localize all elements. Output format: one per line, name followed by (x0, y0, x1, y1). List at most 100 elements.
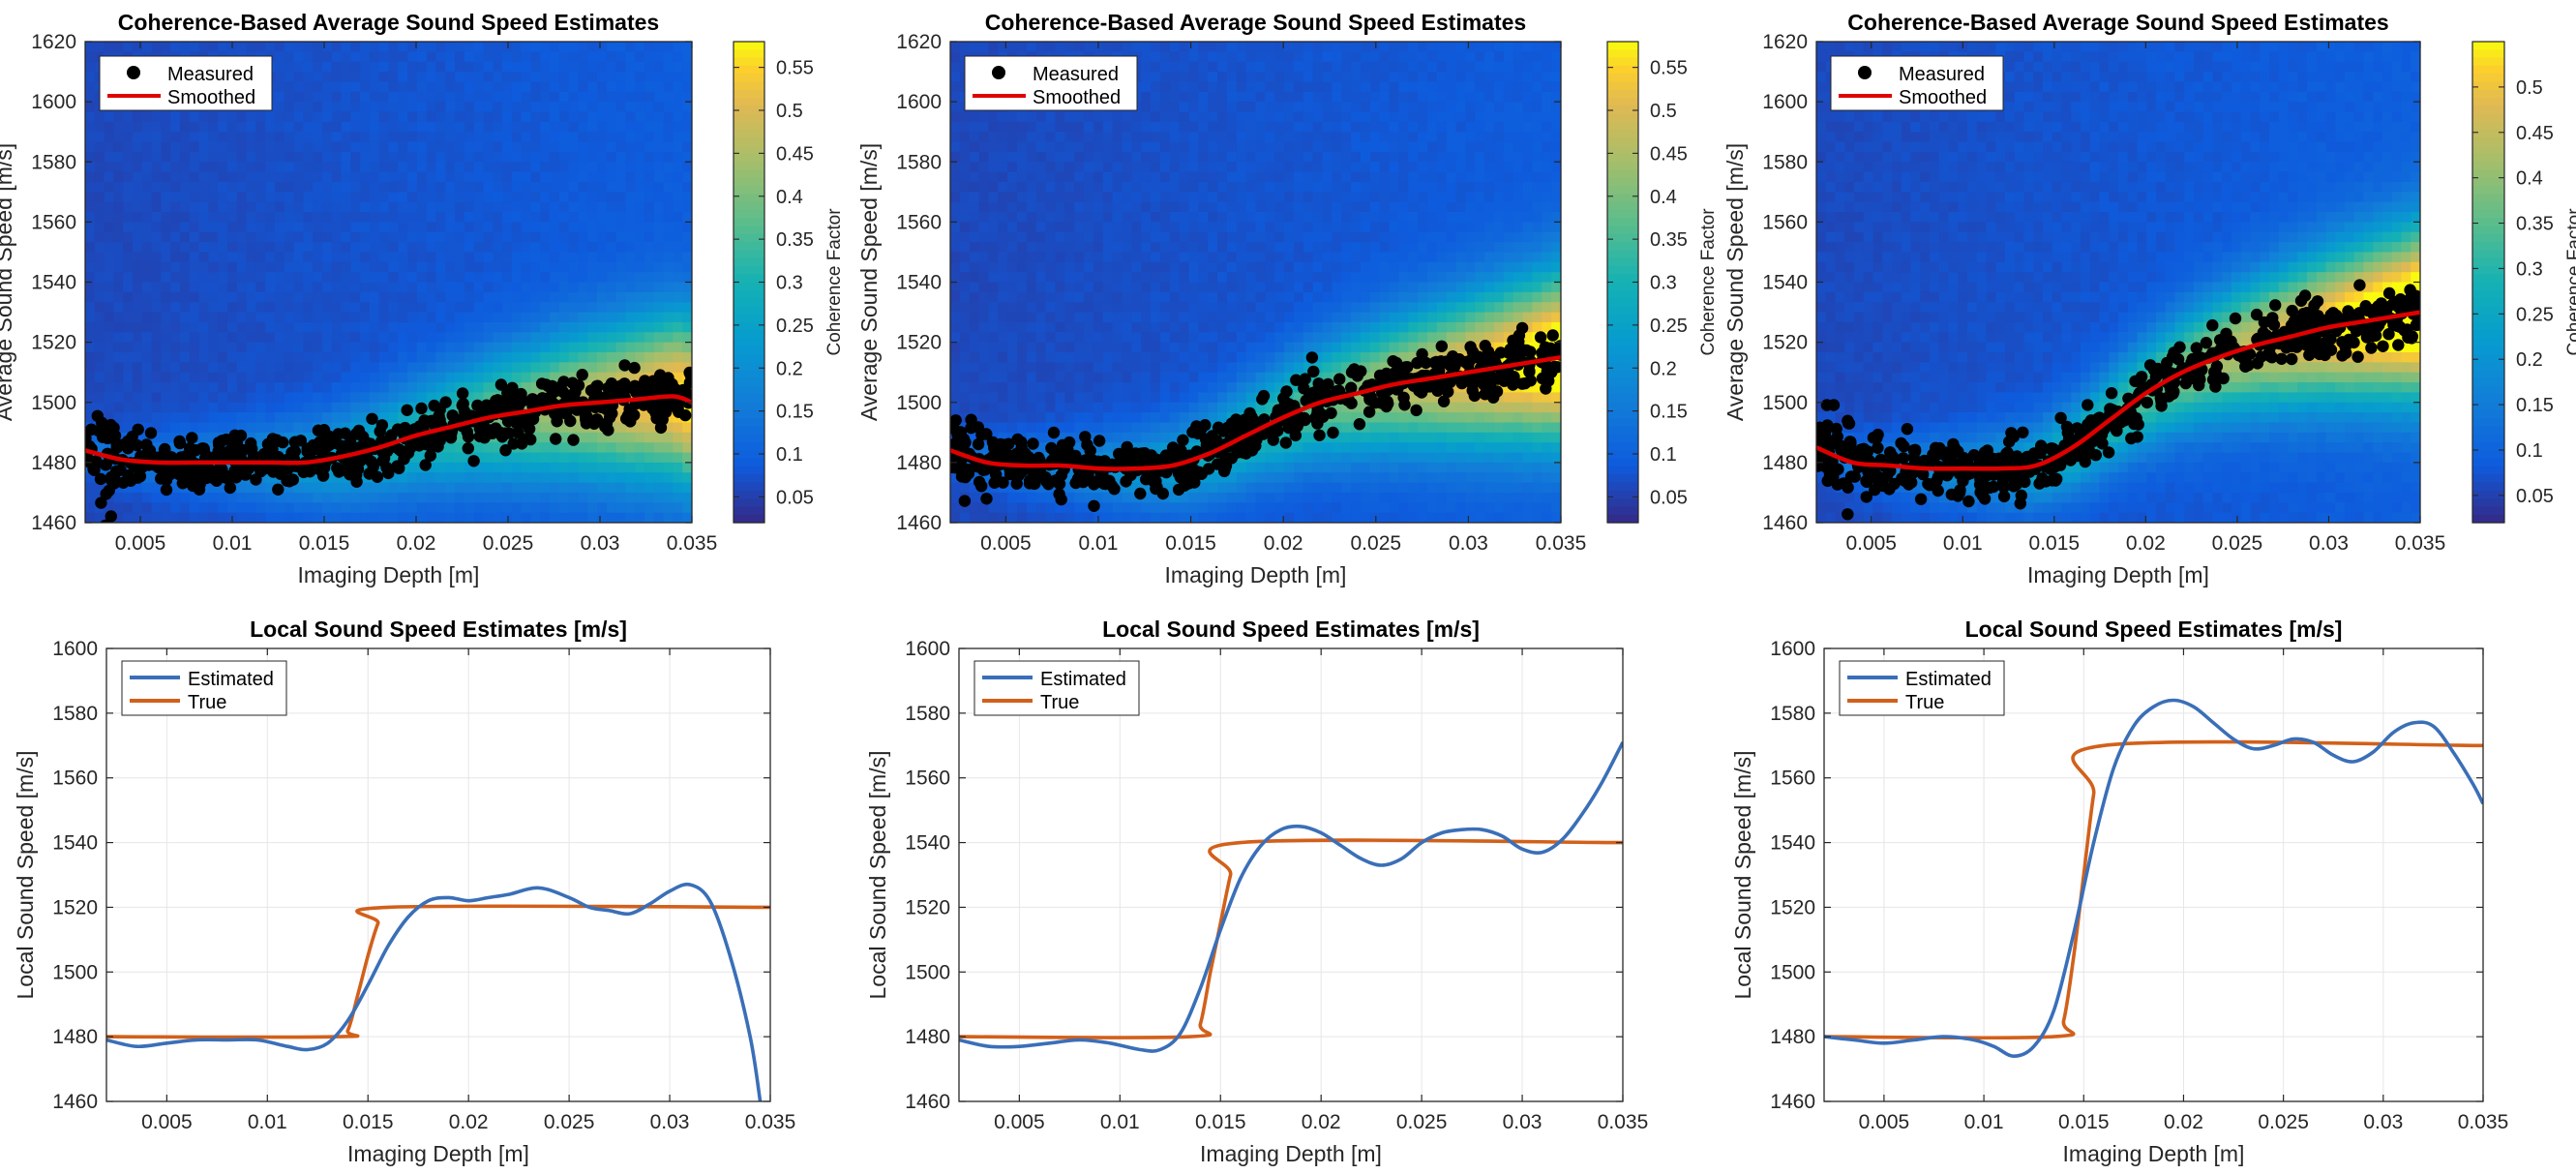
chart-title: Local Sound Speed Estimates [m/s] (1965, 617, 2343, 642)
colorbar-tick-label: 0.4 (1650, 187, 1677, 208)
chart-title: Coherence-Based Average Sound Speed Esti… (985, 10, 1526, 35)
measured-point (1170, 448, 1183, 461)
measured-point (393, 462, 405, 475)
legend-label-smoothed: Smoothed (1033, 87, 1121, 108)
measured-point (1413, 384, 1425, 397)
colorbar-tick-label: 0.55 (776, 58, 814, 79)
x-tick-label: 0.03 (2309, 532, 2349, 555)
y-tick-label: 1520 (1770, 896, 1815, 918)
x-tick-label: 0.005 (980, 532, 1032, 555)
measured-point (2303, 336, 2316, 349)
measured-point (301, 445, 314, 458)
measured-point (1928, 456, 1941, 469)
measured-point (2297, 308, 2310, 320)
true-line (959, 838, 1623, 1039)
measured-point (1420, 356, 1432, 370)
colorbar-tick-label: 0.1 (776, 444, 803, 466)
measured-point (1463, 354, 1476, 368)
measured-point (611, 382, 624, 395)
measured-point (1464, 341, 1477, 353)
x-axis-label: Imaging Depth [m] (1165, 562, 1347, 587)
legend-label-measured: Measured (167, 64, 254, 85)
measured-point (1830, 422, 1842, 436)
chart-panel-bottom-right: 0.005 0.01 0.015 0.02 0.025 0.03 0.035 1460 1480… (1730, 617, 2508, 1166)
colorbar-label: Coherence Factor (2564, 208, 2576, 356)
measured-point (628, 361, 641, 375)
measured-point (499, 444, 512, 457)
measured-point (1860, 475, 1873, 489)
measured-point (565, 390, 578, 404)
x-tick-label: 0.005 (994, 1111, 1045, 1133)
measured-point (410, 436, 423, 450)
measured-point (1345, 366, 1359, 378)
measured-point (1848, 470, 1861, 483)
measured-point (94, 472, 107, 486)
plot-area (959, 648, 1623, 1101)
measured-point (1256, 393, 1269, 406)
measured-point (471, 399, 484, 412)
x-axis-label: Imaging Depth [m] (298, 562, 480, 587)
measured-point (1978, 470, 1992, 483)
measured-point (97, 428, 109, 440)
measured-point (1239, 413, 1251, 426)
y-tick-label: 1480 (1770, 1026, 1815, 1048)
measured-point (1524, 346, 1537, 358)
x-tick-label: 0.03 (581, 532, 620, 555)
x-tick-label: 0.005 (141, 1111, 193, 1133)
measured-point (110, 437, 123, 450)
measured-point (2017, 426, 2029, 438)
measured-point (1250, 433, 1263, 445)
measured-point (2045, 443, 2058, 456)
measured-point (220, 471, 232, 484)
measured-point (1073, 470, 1086, 483)
measured-point (155, 472, 167, 485)
y-tick-label: 1500 (52, 961, 98, 983)
measured-point (184, 465, 196, 477)
measured-point (224, 481, 236, 495)
measured-point (377, 452, 391, 465)
measured-point (976, 464, 990, 476)
measured-point (2206, 318, 2219, 332)
measured-point (2406, 332, 2418, 345)
measured-point (554, 380, 566, 394)
measured-point (1842, 417, 1856, 430)
coherence-heatmap (950, 42, 1561, 523)
legend-label-estimated: Estimated (188, 669, 274, 690)
measured-point (317, 462, 330, 474)
y-tick-label: 1540 (1770, 832, 1815, 855)
measured-point (1479, 388, 1491, 401)
measured-point (2011, 450, 2023, 463)
x-tick-label: 0.03 (1449, 532, 1488, 555)
x-tick-label: 0.01 (1100, 1111, 1140, 1133)
measured-point (2353, 279, 2366, 291)
measured-point (1333, 373, 1346, 385)
y-tick-label: 1580 (1762, 151, 1808, 173)
measured-point (1048, 444, 1061, 458)
x-tick-label: 0.035 (1536, 532, 1587, 555)
colorbar-tick-label: 0.1 (2516, 440, 2543, 462)
measured-point (2149, 371, 2163, 383)
y-tick-label: 1540 (896, 272, 942, 294)
measured-point (99, 459, 112, 471)
plot-area (1824, 648, 2483, 1101)
colorbar-tick-label: 0.15 (2516, 395, 2554, 416)
measured-point (95, 497, 107, 509)
measured-point (401, 404, 413, 416)
measured-point (1536, 372, 1549, 385)
measured-point (1353, 418, 1366, 431)
measured-point (332, 428, 344, 440)
measured-point (1088, 499, 1100, 512)
measured-point (160, 483, 173, 497)
y-tick-label: 1500 (896, 392, 942, 414)
measured-point (2054, 411, 2067, 424)
measured-point (445, 427, 458, 439)
measured-point (428, 399, 440, 412)
measured-point (1290, 374, 1303, 386)
measured-point (973, 475, 986, 489)
measured-point (566, 376, 579, 389)
measured-point (1034, 469, 1047, 483)
measured-point (1930, 441, 1942, 454)
